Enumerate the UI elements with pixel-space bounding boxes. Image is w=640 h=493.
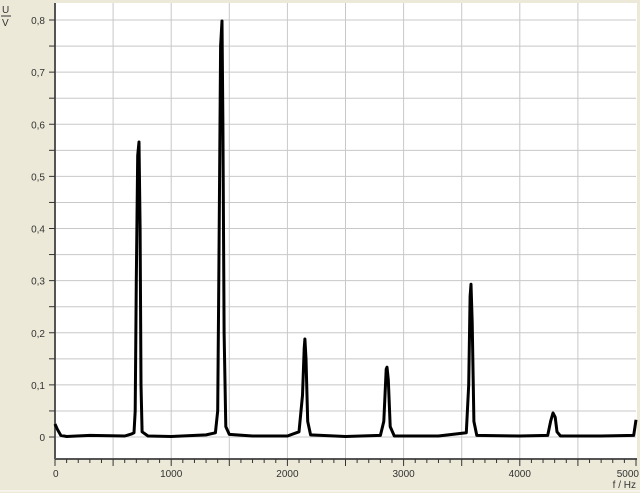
x-axis-label: f / Hz (613, 480, 636, 491)
y-tick-label: 0 (39, 433, 45, 444)
y-tick-label: 0,6 (31, 120, 45, 131)
y-tick-label: 0,1 (31, 381, 45, 392)
y-tick-label: 0,3 (31, 277, 45, 288)
y-unit-numerator: U (2, 5, 9, 16)
y-unit-denominator: V (2, 18, 9, 29)
x-tick-label: 3000 (392, 469, 415, 480)
x-tick-label: 5000 (617, 469, 640, 480)
spectrum-line (53, 19, 638, 438)
x-tick-label: 4000 (509, 469, 532, 480)
series (53, 19, 638, 438)
x-tick-label: 0 (53, 469, 59, 480)
x-tick-label: 1000 (160, 469, 183, 480)
y-tick-label: 0,2 (31, 329, 45, 340)
x-tick-label: 2000 (276, 469, 299, 480)
axes: 0 0,1 0,2 0,3 0,4 0,5 0,6 0,7 0,8 0 1000 2000 3000 40… (31, 3, 639, 480)
y-tick-label: 0,8 (31, 16, 45, 27)
y-tick-label: 0,5 (31, 172, 45, 183)
y-tick-label: 0,4 (31, 225, 45, 236)
y-tick-label: 0,7 (31, 68, 45, 79)
